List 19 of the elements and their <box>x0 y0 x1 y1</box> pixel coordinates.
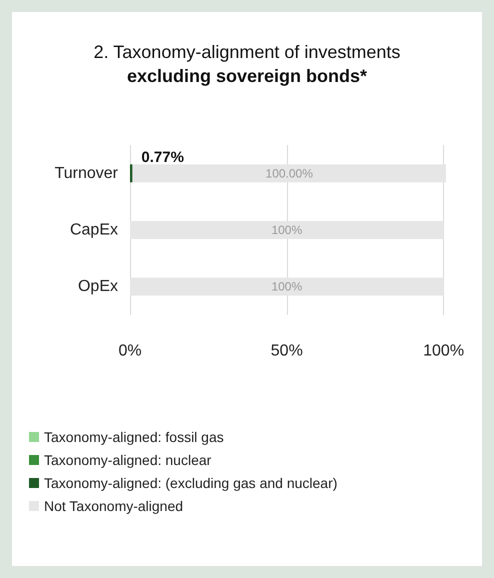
x-tick-label: 50% <box>270 342 303 360</box>
bar <box>130 221 444 239</box>
bar <box>132 164 446 182</box>
y-tick-label: Turnover <box>54 164 119 182</box>
data-label: 100.00% <box>266 166 314 180</box>
y-tick-label: OpEx <box>78 278 118 296</box>
y-tick-label: CapEx <box>70 222 118 238</box>
legend-label: Not Taxonomy-aligned <box>44 498 184 514</box>
data-label: 100% <box>271 280 302 294</box>
x-tick-label: 0% <box>118 342 142 360</box>
legend-label: Taxonomy-aligned: (excluding gas and nuclear) <box>44 475 338 491</box>
data-label: 0.77% <box>141 148 184 166</box>
data-label: 100% <box>271 223 302 237</box>
bar <box>130 278 444 296</box>
chart-title: 2. Taxonomy-alignment of investments <box>94 42 400 62</box>
legend-label: Taxonomy-aligned: nuclear <box>44 452 212 468</box>
legend-label: Taxonomy-aligned: fossil gas <box>44 429 224 445</box>
chart-subtitle: excluding sovereign bonds* <box>126 66 368 86</box>
x-tick-label: 100% <box>423 342 464 360</box>
